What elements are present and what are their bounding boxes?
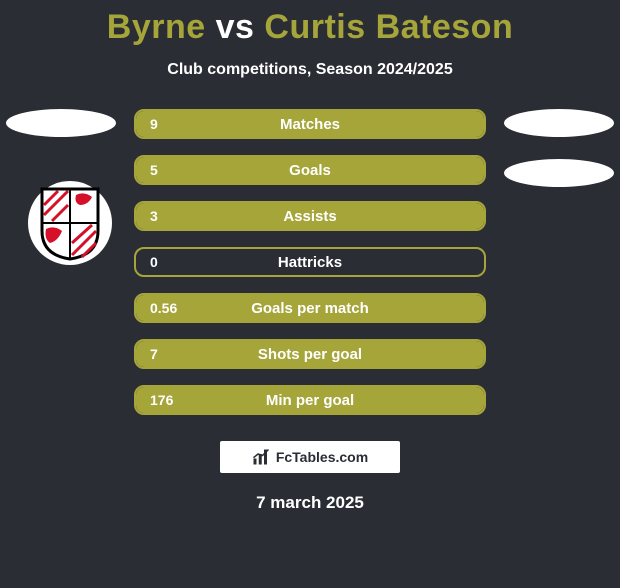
stat-label: Shots per goal — [136, 346, 484, 363]
player2-name: Curtis Bateson — [264, 8, 513, 46]
shield-icon — [38, 185, 102, 261]
right-avatar-placeholder-2 — [504, 159, 614, 187]
chart-area: 9Matches 5Goals 3Assists 0Hattricks 0.56Goal… — [0, 109, 620, 415]
date-text: 7 march 2025 — [0, 493, 620, 513]
stat-label: Hattricks — [136, 254, 484, 271]
left-avatar-placeholder — [6, 109, 116, 137]
comparison-title: Byrne vs Curtis Bateson — [0, 8, 620, 47]
stat-bar: 0Hattricks — [134, 247, 486, 277]
stat-bar: 9Matches — [134, 109, 486, 139]
stat-bar: 3Assists — [134, 201, 486, 231]
stat-bar: 5Goals — [134, 155, 486, 185]
stat-bars: 9Matches 5Goals 3Assists 0Hattricks 0.56Goal… — [134, 109, 486, 415]
club-crest — [28, 181, 112, 265]
brand-badge: FcTables.com — [220, 441, 400, 473]
vs-text: vs — [216, 8, 255, 46]
right-avatar-placeholder-1 — [504, 109, 614, 137]
player1-name: Byrne — [107, 8, 206, 46]
stat-label: Goals per match — [136, 300, 484, 317]
stat-label: Goals — [136, 162, 484, 179]
subtitle: Club competitions, Season 2024/2025 — [0, 61, 620, 79]
stat-label: Min per goal — [136, 392, 484, 409]
stat-label: Matches — [136, 116, 484, 133]
stat-bar: 7Shots per goal — [134, 339, 486, 369]
brand-text: FcTables.com — [276, 449, 368, 465]
stat-bar: 0.56Goals per match — [134, 293, 486, 323]
stat-label: Assists — [136, 208, 484, 225]
bars-icon — [252, 448, 270, 466]
stat-bar: 176Min per goal — [134, 385, 486, 415]
